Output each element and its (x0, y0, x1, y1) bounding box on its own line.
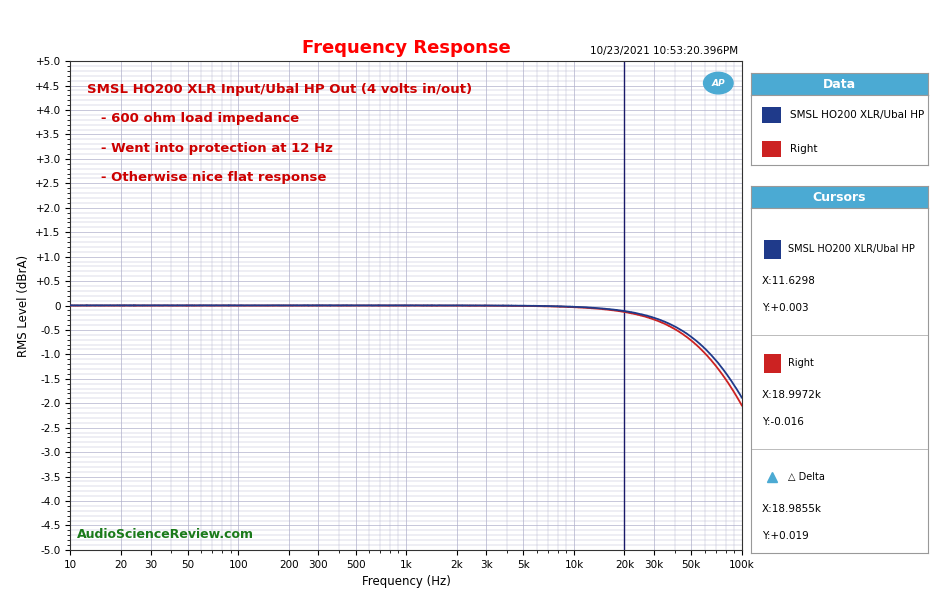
Title: Frequency Response: Frequency Response (301, 38, 511, 57)
Text: SMSL HO200 XLR/Ubal HP: SMSL HO200 XLR/Ubal HP (788, 244, 916, 254)
Bar (763, 240, 781, 258)
Text: SMSL HO200 XLR Input/Ubal HP Out (4 volts in/out): SMSL HO200 XLR Input/Ubal HP Out (4 volt… (87, 83, 472, 96)
Text: - 600 ohm load impedance: - 600 ohm load impedance (87, 112, 300, 125)
Bar (763, 354, 781, 373)
Text: Right: Right (790, 144, 818, 154)
Text: Right: Right (788, 358, 814, 368)
Text: - Otherwise nice flat response: - Otherwise nice flat response (87, 171, 327, 184)
Bar (762, 108, 781, 123)
Text: SMSL HO200 XLR/Ubal HP: SMSL HO200 XLR/Ubal HP (790, 110, 924, 120)
Circle shape (703, 72, 733, 94)
Text: Y:-0.016: Y:-0.016 (762, 417, 804, 427)
Text: X:18.9855k: X:18.9855k (762, 503, 822, 513)
Y-axis label: RMS Level (dBrA): RMS Level (dBrA) (17, 254, 30, 357)
Text: Y:+0.003: Y:+0.003 (762, 303, 808, 313)
Text: Y:+0.019: Y:+0.019 (762, 531, 808, 541)
Text: X:18.9972k: X:18.9972k (762, 390, 822, 400)
Text: Data: Data (823, 78, 856, 90)
X-axis label: Frequency (Hz): Frequency (Hz) (362, 575, 451, 588)
Text: AudioScienceReview.com: AudioScienceReview.com (77, 528, 254, 541)
Text: △ Delta: △ Delta (788, 472, 825, 482)
Text: - Went into protection at 12 Hz: - Went into protection at 12 Hz (87, 142, 333, 155)
Text: AP: AP (712, 79, 725, 87)
Text: 10/23/2021 10:53:20.396PM: 10/23/2021 10:53:20.396PM (591, 46, 738, 56)
Text: X:11.6298: X:11.6298 (762, 276, 816, 286)
Bar (762, 141, 781, 156)
Text: Cursors: Cursors (813, 191, 866, 203)
